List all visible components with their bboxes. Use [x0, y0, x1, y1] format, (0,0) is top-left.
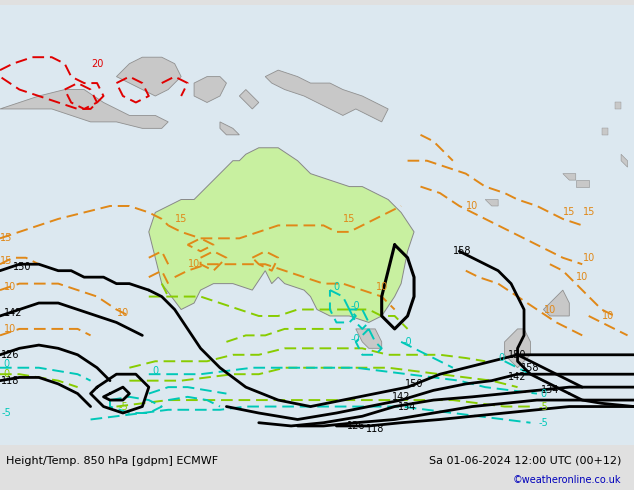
Polygon shape — [356, 329, 382, 348]
Text: 142: 142 — [392, 392, 410, 402]
Text: Sa 01-06-2024 12:00 UTC (00+12): Sa 01-06-2024 12:00 UTC (00+12) — [429, 456, 621, 466]
Polygon shape — [0, 5, 634, 445]
Text: 10: 10 — [4, 282, 16, 292]
Polygon shape — [149, 148, 414, 322]
Text: 0: 0 — [498, 353, 505, 363]
Text: Height/Temp. 850 hPa [gdpm] ECMWF: Height/Temp. 850 hPa [gdpm] ECMWF — [6, 456, 219, 466]
Text: 10: 10 — [188, 259, 200, 269]
Text: 10: 10 — [602, 311, 614, 321]
Text: 10: 10 — [4, 324, 16, 334]
Polygon shape — [485, 199, 498, 206]
Polygon shape — [505, 329, 531, 368]
Text: 15: 15 — [0, 256, 13, 266]
Text: 150: 150 — [13, 263, 32, 272]
Polygon shape — [614, 102, 621, 109]
Polygon shape — [543, 290, 569, 316]
Polygon shape — [117, 57, 181, 96]
Text: 10: 10 — [576, 272, 588, 282]
Polygon shape — [265, 70, 388, 122]
Text: 10: 10 — [375, 282, 388, 292]
Text: 10: 10 — [544, 304, 556, 315]
Polygon shape — [563, 173, 576, 180]
Text: 10: 10 — [117, 308, 129, 318]
Text: 158: 158 — [453, 246, 472, 256]
Text: 15: 15 — [583, 207, 595, 218]
Text: -5: -5 — [538, 417, 548, 428]
Text: 126: 126 — [347, 421, 365, 431]
Text: 0: 0 — [333, 282, 339, 292]
Text: 0: 0 — [3, 360, 10, 369]
Text: 158: 158 — [521, 363, 540, 373]
Polygon shape — [240, 90, 259, 109]
Polygon shape — [220, 122, 240, 135]
Text: 118: 118 — [366, 424, 384, 434]
Text: 10: 10 — [466, 201, 479, 211]
Text: 142: 142 — [4, 308, 22, 318]
Text: -0: -0 — [351, 334, 361, 343]
Text: 142: 142 — [508, 372, 527, 382]
Text: 118: 118 — [1, 376, 19, 386]
Polygon shape — [602, 128, 608, 135]
Text: 15: 15 — [0, 233, 13, 244]
Text: -5: -5 — [538, 401, 548, 412]
Polygon shape — [194, 76, 226, 102]
Polygon shape — [621, 154, 628, 167]
Text: 0: 0 — [152, 366, 158, 376]
Text: 20: 20 — [91, 59, 103, 69]
Polygon shape — [576, 180, 589, 187]
Text: -5: -5 — [118, 401, 128, 412]
Text: 150: 150 — [508, 350, 527, 360]
Text: ©weatheronline.co.uk: ©weatheronline.co.uk — [513, 475, 621, 485]
Text: 15: 15 — [563, 207, 576, 218]
Text: -0: -0 — [403, 337, 412, 347]
Text: 134: 134 — [541, 385, 559, 395]
Polygon shape — [0, 90, 168, 128]
Text: 10: 10 — [583, 253, 595, 263]
Text: 126: 126 — [1, 350, 19, 360]
Text: 0: 0 — [3, 369, 10, 379]
Text: 0: 0 — [540, 389, 547, 398]
Text: 15: 15 — [343, 214, 356, 224]
Text: -5: -5 — [2, 408, 11, 418]
Text: 15: 15 — [175, 214, 187, 224]
Text: 134: 134 — [398, 401, 417, 412]
Text: 150: 150 — [404, 379, 424, 389]
Text: -0: -0 — [351, 301, 361, 311]
